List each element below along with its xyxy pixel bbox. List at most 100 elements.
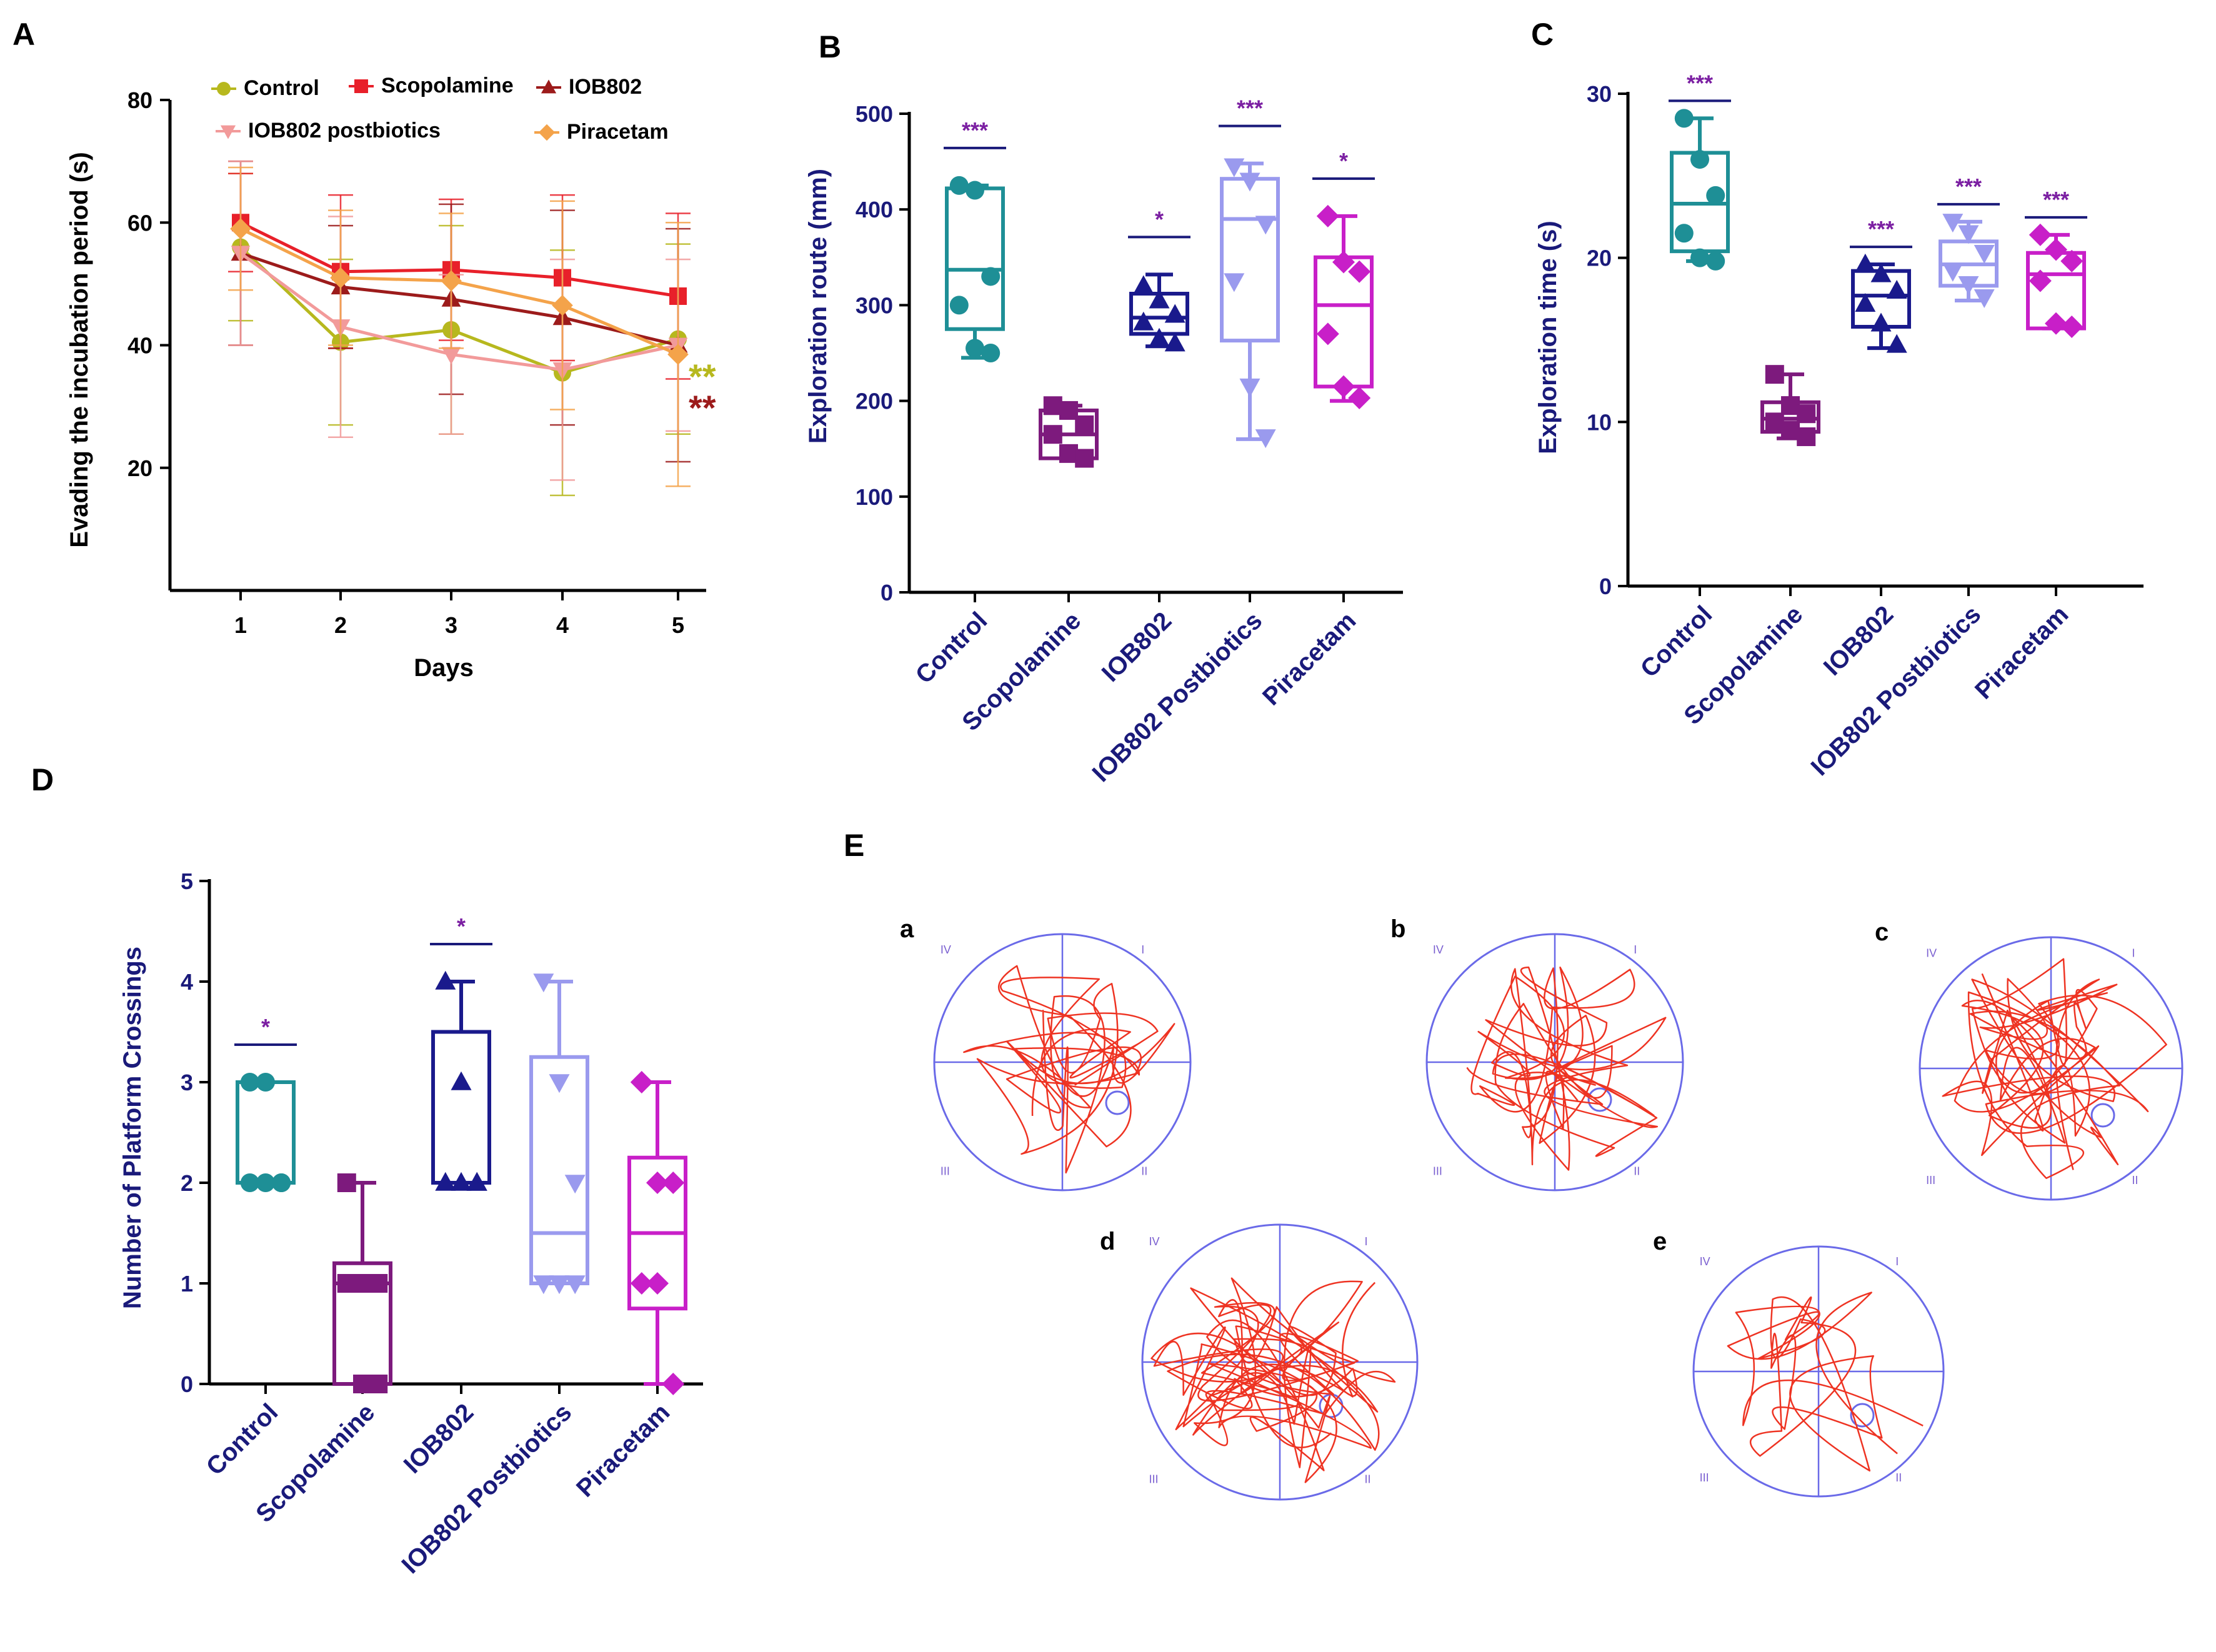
significance-label: * (261, 1014, 270, 1040)
quadrant-label: II (1141, 1165, 1147, 1177)
panel-a-x-tick-label: 3 (445, 612, 457, 638)
data-point (1706, 186, 1725, 205)
quadrant-label: III (941, 1165, 950, 1177)
data-point (1043, 396, 1062, 415)
data-point (2045, 312, 2067, 335)
box (529, 1055, 589, 1285)
panel-a-series-piracetam (228, 166, 691, 487)
data-point (337, 1173, 356, 1192)
panel-b-y-axis-title: Exploration route (mm) (804, 169, 832, 444)
data-point (240, 1173, 259, 1192)
swim-path (1466, 966, 1667, 1171)
data-point (1133, 275, 1154, 294)
quadrant-label: III (1149, 1473, 1159, 1486)
data-point (466, 1172, 487, 1191)
data-point (256, 1073, 275, 1092)
data-point (630, 1272, 653, 1295)
data-point (337, 1274, 356, 1293)
data-point (1674, 109, 1694, 128)
track-sublabel: d (1100, 1228, 1115, 1255)
data-point (1224, 273, 1245, 292)
data-point (1224, 158, 1245, 177)
legend-label: Control (244, 76, 319, 100)
data-point (533, 973, 554, 993)
data-point (981, 344, 1001, 362)
y-tick-label: 500 (856, 101, 893, 127)
panel-a-annotation-control: ** (689, 357, 716, 396)
data-point (1974, 245, 1995, 264)
y-tick-label: 0 (181, 1371, 193, 1397)
significance-label: * (1155, 206, 1164, 232)
panel-a-y-tick-label: 40 (127, 333, 152, 359)
y-tick-label: 100 (856, 484, 893, 510)
swim-path (963, 965, 1175, 1174)
data-point (1781, 420, 1800, 440)
data-point (1674, 224, 1694, 243)
legend-label: Scopolamine (381, 74, 514, 97)
data-point (1149, 289, 1170, 309)
y-tick-label: 30 (1587, 81, 1612, 107)
data-point (451, 1071, 472, 1090)
data-point (353, 1375, 372, 1393)
significance-label: *** (1687, 70, 1713, 96)
data-point (1164, 304, 1185, 323)
data-point (949, 296, 969, 315)
data-point (435, 1172, 456, 1191)
data-point (353, 1274, 372, 1293)
data-point (1075, 415, 1094, 434)
line-chart-escape-latency: 20 40 60 80 1 2 3 4 5 Days Evading the incubatio… (66, 74, 716, 682)
data-point (1855, 253, 1876, 272)
data-point (646, 1172, 669, 1194)
data-point (369, 1274, 388, 1293)
data-point (662, 1373, 685, 1395)
track-sublabel: a (900, 915, 914, 943)
data-point (1690, 248, 1709, 267)
track-sublabel: b (1390, 915, 1405, 943)
panel-c-y-axis-title: Exploration time (s) (1534, 221, 1562, 454)
legend-marker (354, 79, 368, 93)
data-point (564, 1175, 586, 1194)
panel-a-y-tick-label: 60 (127, 210, 152, 236)
data-point (1043, 425, 1062, 444)
data-point (1974, 289, 1995, 308)
panel-a-x-tick-label: 1 (234, 612, 247, 638)
y-tick-label: 1 (181, 1271, 193, 1296)
legend-label: Piracetam (567, 120, 669, 144)
data-point (549, 1074, 570, 1093)
data-point (1332, 251, 1355, 274)
data-point (981, 267, 1001, 286)
panel-a-x-tick-label: 5 (672, 612, 684, 638)
significance-label: *** (2043, 187, 2069, 212)
box (236, 1080, 296, 1185)
y-tick-label: 10 (1587, 409, 1612, 435)
data-point (1942, 262, 1964, 282)
quadrant-label: I (2132, 947, 2135, 960)
data-point (2029, 223, 2052, 246)
data-point (1255, 216, 1276, 235)
panel-a-x-tick-label: 4 (556, 612, 569, 638)
quadrant-label: IV (1926, 947, 1937, 960)
data-point (630, 1071, 653, 1093)
quadrant-label: III (1700, 1471, 1709, 1484)
swim-path (1150, 1277, 1396, 1483)
panel-a-annotation-iob802: ** (689, 388, 716, 427)
data-point (1164, 332, 1185, 352)
data-point (240, 1073, 259, 1092)
y-tick-label: 300 (856, 292, 893, 318)
data-point (1316, 204, 1339, 227)
quadrant-label: II (1634, 1165, 1640, 1177)
data-point (451, 1172, 472, 1191)
panel-label-b: B (819, 29, 841, 64)
data-point (1765, 412, 1784, 432)
track-sublabel: c (1875, 918, 1889, 946)
panel-a-data-point (667, 344, 689, 366)
data-point (1942, 214, 1964, 233)
data-point (1765, 365, 1784, 384)
quadrant-label: II (2132, 1174, 2138, 1187)
panel-a-y-tick-label: 20 (127, 455, 152, 481)
data-point (1059, 444, 1078, 463)
